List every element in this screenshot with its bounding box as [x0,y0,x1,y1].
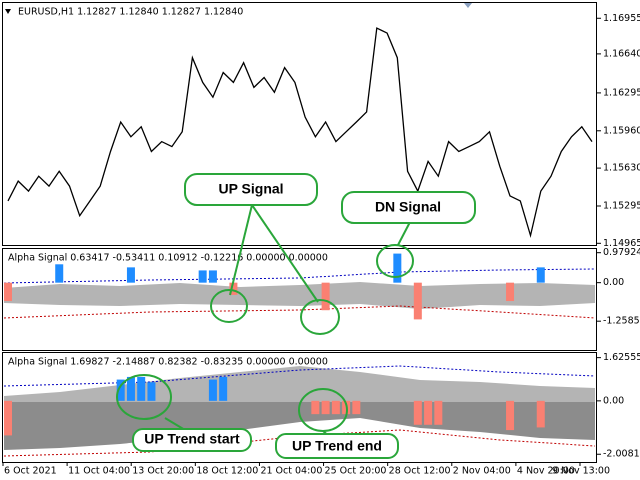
annotation-label: UP Signal [218,181,283,197]
signal-bar [413,400,422,425]
signal-bar [55,264,64,283]
y-tick-label: -2.00819 [603,449,640,460]
y-tick-label: 0.97924 [603,247,640,258]
annotation-box [132,428,252,452]
main-frame [2,2,597,246]
signal-bar [147,382,156,401]
main-header: EURUSD,H1 1.12827 1.12840 1.12827 1.1284… [18,7,243,18]
signal-bar [393,253,402,283]
annotation-label: UP Trend start [144,431,240,447]
x-tick-label: 11 Oct 04:00 [68,466,130,477]
envelope [3,305,596,319]
signal-bar [116,379,125,401]
envelope [3,429,596,457]
signal-bar [321,400,330,415]
panel-header: Alpha Signal 0.63417 -0.53411 0.10912 -0… [8,253,328,264]
signal-bar [229,282,238,295]
x-tick-label: 4 Nov 20:00 [517,466,575,477]
signal-bar [352,400,361,415]
signal-bar [506,282,515,302]
scroll-marker [464,3,472,8]
annotation-box [275,433,399,459]
annotation-label: UP Trend end [292,438,382,454]
y-tick-label: 0.00 [603,395,624,406]
y-tick-label: -1.25857 [603,316,640,327]
y-tick-label: 1.16955 [603,13,640,24]
signal-bar [198,270,207,283]
y-tick-label: 1.14965 [603,238,640,249]
menu-arrow [5,9,11,14]
signal-bar [4,400,12,436]
signal-bar [208,270,217,283]
x-tick-label: 2 Nov 04:00 [453,466,511,477]
signal-bar [208,379,217,401]
signal-bar [536,400,545,428]
annotation-shapes [116,204,414,438]
signal-bar [219,376,228,401]
signal-bar [536,267,545,283]
signal-bar [126,267,135,283]
x-tick-label: 13 Oct 20:00 [132,466,194,477]
signal-bar [137,376,146,401]
envelope [3,268,596,284]
signal-bar [413,282,422,320]
price-line [7,27,593,239]
y-tick-label: 1.16640 [603,48,640,59]
indicator-band [4,282,595,309]
signal-bar [126,376,135,401]
x-tick-label: 18 Oct 12:00 [196,466,258,477]
panel-frame [2,352,597,463]
y-tick-label: 1.15295 [603,200,640,211]
signal-bar [506,400,515,431]
x-tick-label: 25 Oct 20:00 [325,466,387,477]
annotations: UP Signal DN Signal UP Trend start UP Tr… [116,173,476,459]
y-tick-label: 1.16295 [603,87,640,98]
signal-bar [424,400,433,425]
envelope [3,365,596,387]
y-tick-label: 0.00 [603,277,624,288]
signal-bar [331,400,340,415]
x-tick-label: 28 Oct 12:00 [389,466,451,477]
x-tick-label: 6 Oct 2021 [4,466,57,477]
signal-bar [434,400,443,425]
annotation-label: DN Signal [375,199,441,215]
y-tick-label: 1.15630 [603,163,640,174]
signal-bar [321,282,330,311]
x-tick-label: 21 Oct 04:00 [260,466,322,477]
panel-header: Alpha Signal 1.69827 -2.14887 0.82382 -0… [8,357,328,368]
signal-bar [4,282,12,302]
x-tick-label: 9 Nov 13:00 [552,466,610,477]
annotation-box [341,191,476,224]
annotation-box [184,173,318,206]
y-tick-label: 1.15960 [603,125,640,136]
y-tick-label: 1.62555 [603,352,640,363]
panel-frame [2,248,597,351]
signal-bar [311,400,320,415]
